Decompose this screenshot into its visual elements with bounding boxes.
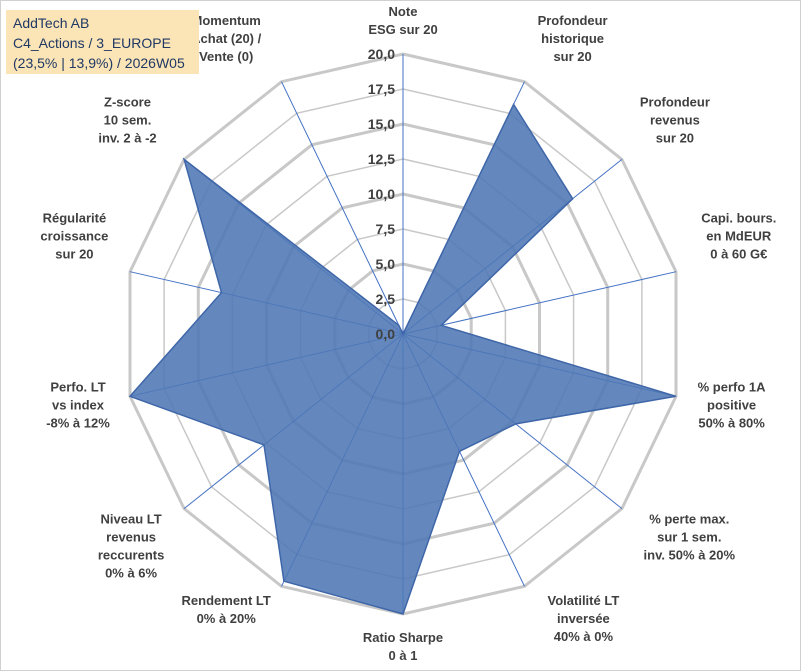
tick-label: 12,5: [368, 151, 395, 167]
category-label-line: inv. 50% à 20%: [644, 547, 736, 562]
tick-label: 20,0: [368, 46, 395, 62]
tick-label: 5,0: [376, 256, 396, 272]
category-label: Ratio Sharpe 0 à 1: [363, 630, 443, 663]
category-label: Niveau LT revenus reccurents 0% à 6%: [98, 511, 164, 580]
category-label-line: ESG sur 20: [368, 22, 437, 37]
category-label-line: Profondeur: [640, 95, 710, 110]
category-label-line: historique: [541, 31, 604, 46]
category-label-line: croissance: [40, 229, 108, 244]
category-label: Note ESG sur 20: [368, 4, 437, 37]
category-label-line: % perfo 1A: [698, 379, 767, 394]
category-label-line: -8% à 12%: [46, 415, 110, 430]
category-label: % perte max. sur 1 sem. inv. 50% à 20%: [644, 511, 736, 562]
category-label-line: Profondeur: [538, 13, 608, 28]
category-label-line: 10 sem.: [104, 113, 152, 128]
performance-week: (23,5% | 13,9%) / 2026W05: [13, 55, 185, 71]
category-label-line: Niveau LT: [101, 511, 162, 526]
category-label-line: Régularité: [43, 211, 107, 226]
radar-tick-labels: 0,0 2,5 5,0 7,5 10,0 12,5 15,0 17,5 20,0: [368, 46, 395, 342]
tick-label: 7,5: [376, 221, 396, 237]
tick-label: 2,5: [376, 291, 396, 307]
tick-label: 15,0: [368, 116, 395, 132]
category-label-line: 0 à 1: [389, 648, 418, 663]
category-label: Régularité croissance sur 20: [40, 211, 108, 262]
category-label-line: 50% à 80%: [698, 415, 765, 430]
category-label-line: reccurents: [98, 547, 164, 562]
category-label-line: revenus: [106, 529, 156, 544]
company-name: AddTech AB: [13, 15, 90, 31]
category-label-line: sur 20: [55, 247, 93, 262]
radar-spoke: [281, 81, 404, 335]
category-label-line: en MdEUR: [706, 229, 772, 244]
tick-label: 10,0: [368, 186, 395, 202]
radar-category-labels: Note ESG sur 20 Profondeur historique sur 20…: [40, 4, 776, 663]
category-label-line: Rendement LT: [182, 593, 271, 608]
category-label-line: 0% à 6%: [105, 565, 157, 580]
category-label-line: Capi. bours.: [701, 211, 776, 226]
category-label-line: sur 20: [553, 49, 591, 64]
category-label-line: Perfo. LT: [50, 379, 105, 394]
radar-spoke: [402, 271, 677, 335]
tick-label: 0,0: [376, 326, 396, 342]
category-label-line: sur 20: [656, 131, 694, 146]
category-label-line: vs index: [52, 397, 105, 412]
category-label-line: Note: [389, 4, 418, 19]
category-label-line: inversée: [557, 611, 610, 626]
category-label: Rendement LT 0% à 20%: [182, 593, 271, 626]
category-label-line: Volatilité LT: [548, 593, 620, 608]
category-label-line: positive: [707, 397, 756, 412]
category-label: Perfo. LT vs index -8% à 12%: [46, 379, 110, 430]
category-label-line: Momentum: [192, 13, 261, 28]
category-label-line: 0% à 20%: [197, 611, 257, 626]
category-label-line: Achat (20) /: [191, 31, 261, 46]
category-label: Profondeur historique sur 20: [538, 13, 608, 64]
radar-series: [128, 102, 677, 615]
category-label: Z-score 10 sem. inv. 2 à -2: [98, 95, 156, 146]
category-label: Volatilité LT inversée 40% à 0%: [548, 593, 620, 644]
category-label-line: Z-score: [104, 95, 151, 110]
category-label-line: 0 à 60 G€: [710, 247, 767, 262]
tick-label: 17,5: [368, 81, 395, 97]
category-label: Profondeur revenus sur 20: [640, 95, 710, 146]
category-label-line: sur 1 sem.: [657, 529, 721, 544]
category-label-line: % perte max.: [649, 511, 729, 526]
category-label-line: Vente (0): [199, 49, 253, 64]
category-label-line: Ratio Sharpe: [363, 630, 443, 645]
category-label-line: revenus: [650, 113, 700, 128]
category-label: Capi. bours. en MdEUR 0 à 60 G€: [701, 211, 776, 262]
portfolio-region: C4_Actions / 3_EUROPE: [13, 35, 171, 51]
category-label: Momentum Achat (20) / Vente (0): [191, 13, 261, 64]
category-label-line: inv. 2 à -2: [98, 131, 156, 146]
category-label-line: 40% à 0%: [554, 629, 614, 644]
title-box: AddTech AB C4_Actions / 3_EUROPE (23,5% …: [6, 10, 199, 74]
category-label: % perfo 1A positive 50% à 80%: [698, 379, 767, 430]
